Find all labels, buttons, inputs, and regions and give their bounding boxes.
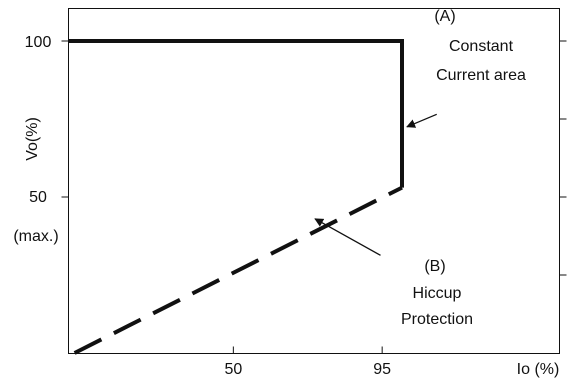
y-tick-sublabel-1: (max.) <box>13 228 58 245</box>
ticks: 50 95 100 50 (max.) <box>13 34 567 378</box>
series <box>68 39 404 355</box>
constant-current-label-line-2: Current area <box>436 67 526 84</box>
x-tick-label-1: 95 <box>373 361 391 378</box>
y-axis-label: Vo(%) <box>24 117 41 161</box>
hiccup-protection-label-line-2: Protection <box>401 311 473 328</box>
annotations: (A) Constant Current area (B) Hiccup Protecti… <box>314 8 526 328</box>
hiccup-protection-label-line-1: Hiccup <box>413 285 462 302</box>
x-tick-label-0: 50 <box>224 361 242 378</box>
y-tick-label-1: 50 <box>29 189 47 206</box>
y-tick-label-0: 100 <box>25 34 52 51</box>
series-0-solid-line <box>68 39 404 188</box>
plot-frame <box>68 8 560 354</box>
constant-current-label-line-0: (A) <box>434 8 455 25</box>
x-axis-label: Io (%) <box>517 361 560 378</box>
constant-current-arrow <box>406 113 437 128</box>
constant-current-label-line-1: Constant <box>449 38 514 55</box>
hiccup-protection-arrow <box>314 218 381 256</box>
hiccup-protection-label-line-0: (B) <box>424 258 445 275</box>
series-1-dashed-line <box>73 185 403 355</box>
